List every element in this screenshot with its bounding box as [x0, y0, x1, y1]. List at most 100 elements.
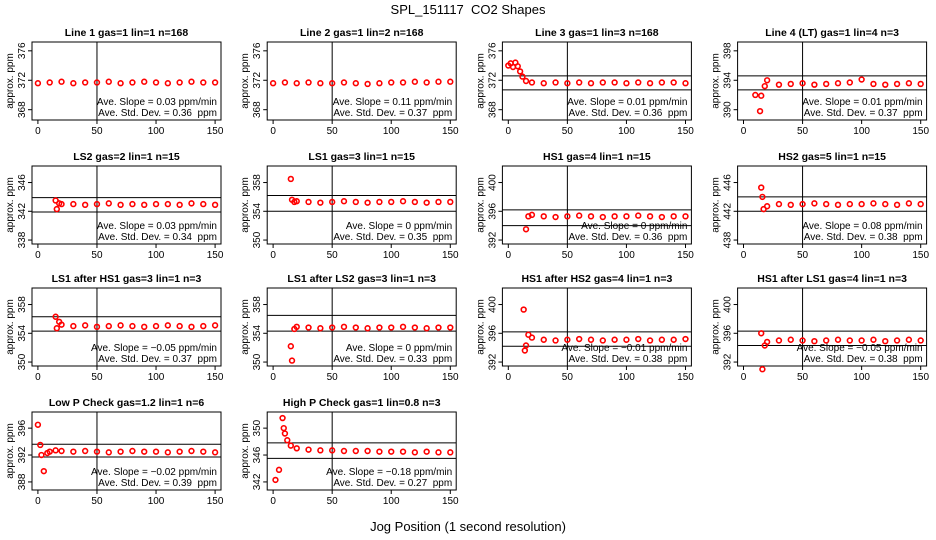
- data-point: [200, 322, 207, 330]
- plot-frame: [737, 287, 928, 367]
- y-tick-label: 350: [252, 419, 263, 436]
- y-tick-label: 346: [252, 446, 263, 463]
- x-tick-label: 100: [853, 126, 870, 137]
- annotation: Ave. Std. Dev. = 0.39 ppm: [98, 478, 217, 489]
- data-point: [682, 80, 689, 87]
- data-point: [522, 226, 530, 233]
- y-tick-label: 358: [252, 174, 263, 191]
- data-point: [317, 325, 324, 332]
- data-point: [105, 200, 112, 207]
- y-tick-label: 368: [17, 101, 28, 118]
- data-point: [834, 336, 842, 343]
- x-tick-label: 150: [912, 250, 929, 261]
- data-point: [763, 338, 771, 346]
- annotation: Ave. Slope = −0.02 ppm/min: [91, 467, 217, 478]
- data-point: [34, 421, 42, 428]
- data-point: [670, 79, 677, 86]
- data-point: [447, 449, 454, 456]
- data-point: [70, 448, 77, 455]
- y-tick-label: 376: [252, 42, 263, 59]
- x-tick-label: 0: [506, 250, 512, 261]
- y-tick-label: 350: [252, 353, 263, 370]
- data-point: [670, 213, 677, 220]
- data-point: [399, 323, 407, 331]
- data-point: [281, 79, 289, 86]
- y-axis-label: approx. ppm: [475, 177, 486, 233]
- data-point: [152, 79, 160, 86]
- data-point: [411, 198, 419, 206]
- data-point: [287, 442, 295, 449]
- x-tick-label: 50: [91, 126, 103, 137]
- data-point: [364, 447, 371, 455]
- data-point: [858, 337, 865, 344]
- x-tick-label: 100: [148, 250, 165, 261]
- y-axis-label: approx. ppm: [5, 53, 16, 109]
- data-point: [317, 447, 324, 454]
- x-tick-label: 50: [797, 126, 809, 137]
- annotation: Ave. Std. Dev. = 0.34 ppm: [98, 232, 217, 243]
- annotation: Ave. Std. Dev. = 0.37 ppm: [98, 354, 217, 365]
- y-tick-label: 372: [487, 71, 498, 88]
- data-point: [200, 448, 207, 455]
- y-tick-label: 358: [252, 296, 263, 313]
- data-point: [540, 336, 547, 343]
- x-tick-label: 50: [797, 250, 809, 261]
- data-point: [552, 337, 559, 344]
- x-tick-label: 150: [207, 496, 224, 507]
- annotation: Ave. Std. Dev. = 0.38 ppm: [804, 354, 923, 365]
- data-point: [53, 325, 61, 332]
- data-point: [882, 337, 889, 345]
- x-tick-label: 100: [148, 496, 165, 507]
- y-tick-label: 392: [487, 231, 498, 248]
- data-point: [756, 107, 764, 115]
- x-tick-label: 0: [741, 126, 747, 137]
- data-point: [522, 342, 530, 349]
- y-tick-label: 390: [723, 101, 734, 118]
- data-point: [81, 322, 89, 329]
- data-point: [759, 366, 766, 373]
- data-point: [435, 198, 442, 206]
- plot-frame: [501, 165, 692, 245]
- data-point: [540, 213, 547, 220]
- data-point: [211, 201, 219, 209]
- data-point: [882, 200, 889, 208]
- x-tick-label: 0: [270, 372, 276, 383]
- data-point: [822, 200, 830, 208]
- data-point: [763, 203, 771, 210]
- y-tick-label: 354: [252, 325, 263, 342]
- annotation: Ave. Std. Dev. = 0.36 ppm: [569, 108, 688, 119]
- data-point: [328, 447, 336, 454]
- data-point: [70, 200, 77, 208]
- data-point: [587, 336, 595, 343]
- data-point: [423, 79, 430, 86]
- data-point: [141, 78, 148, 85]
- panel-title: Line 3 gas=1 lin=3 n=168: [535, 27, 659, 39]
- plot-frame: [266, 165, 457, 245]
- x-tick-label: 100: [853, 250, 870, 261]
- data-point: [284, 437, 291, 444]
- panel-title: HS1 after LS1 gas=4 lin=1 n=3: [757, 273, 907, 285]
- data-point: [211, 79, 219, 86]
- data-point: [623, 336, 630, 343]
- y-tick-label: 438: [723, 231, 734, 248]
- data-point: [552, 213, 559, 221]
- x-tick-label: 150: [442, 250, 459, 261]
- x-tick-label: 0: [741, 372, 747, 383]
- panel-title: LS1 after LS2 gas=3 lin=1 n=3: [287, 273, 436, 285]
- data-point: [775, 81, 783, 88]
- data-point: [893, 80, 901, 88]
- data-point: [564, 213, 571, 220]
- y-tick-label: 372: [252, 71, 263, 88]
- data-point: [514, 63, 521, 70]
- x-tick-label: 150: [442, 496, 459, 507]
- y-tick-label: 368: [252, 101, 263, 118]
- y-tick-label: 350: [252, 231, 263, 248]
- data-point: [411, 78, 419, 85]
- data-point: [758, 92, 765, 99]
- data-point: [775, 337, 783, 344]
- data-point: [176, 322, 183, 330]
- data-point: [399, 448, 407, 455]
- data-point: [105, 78, 112, 85]
- y-tick-label: 394: [723, 71, 734, 88]
- data-point: [811, 81, 818, 88]
